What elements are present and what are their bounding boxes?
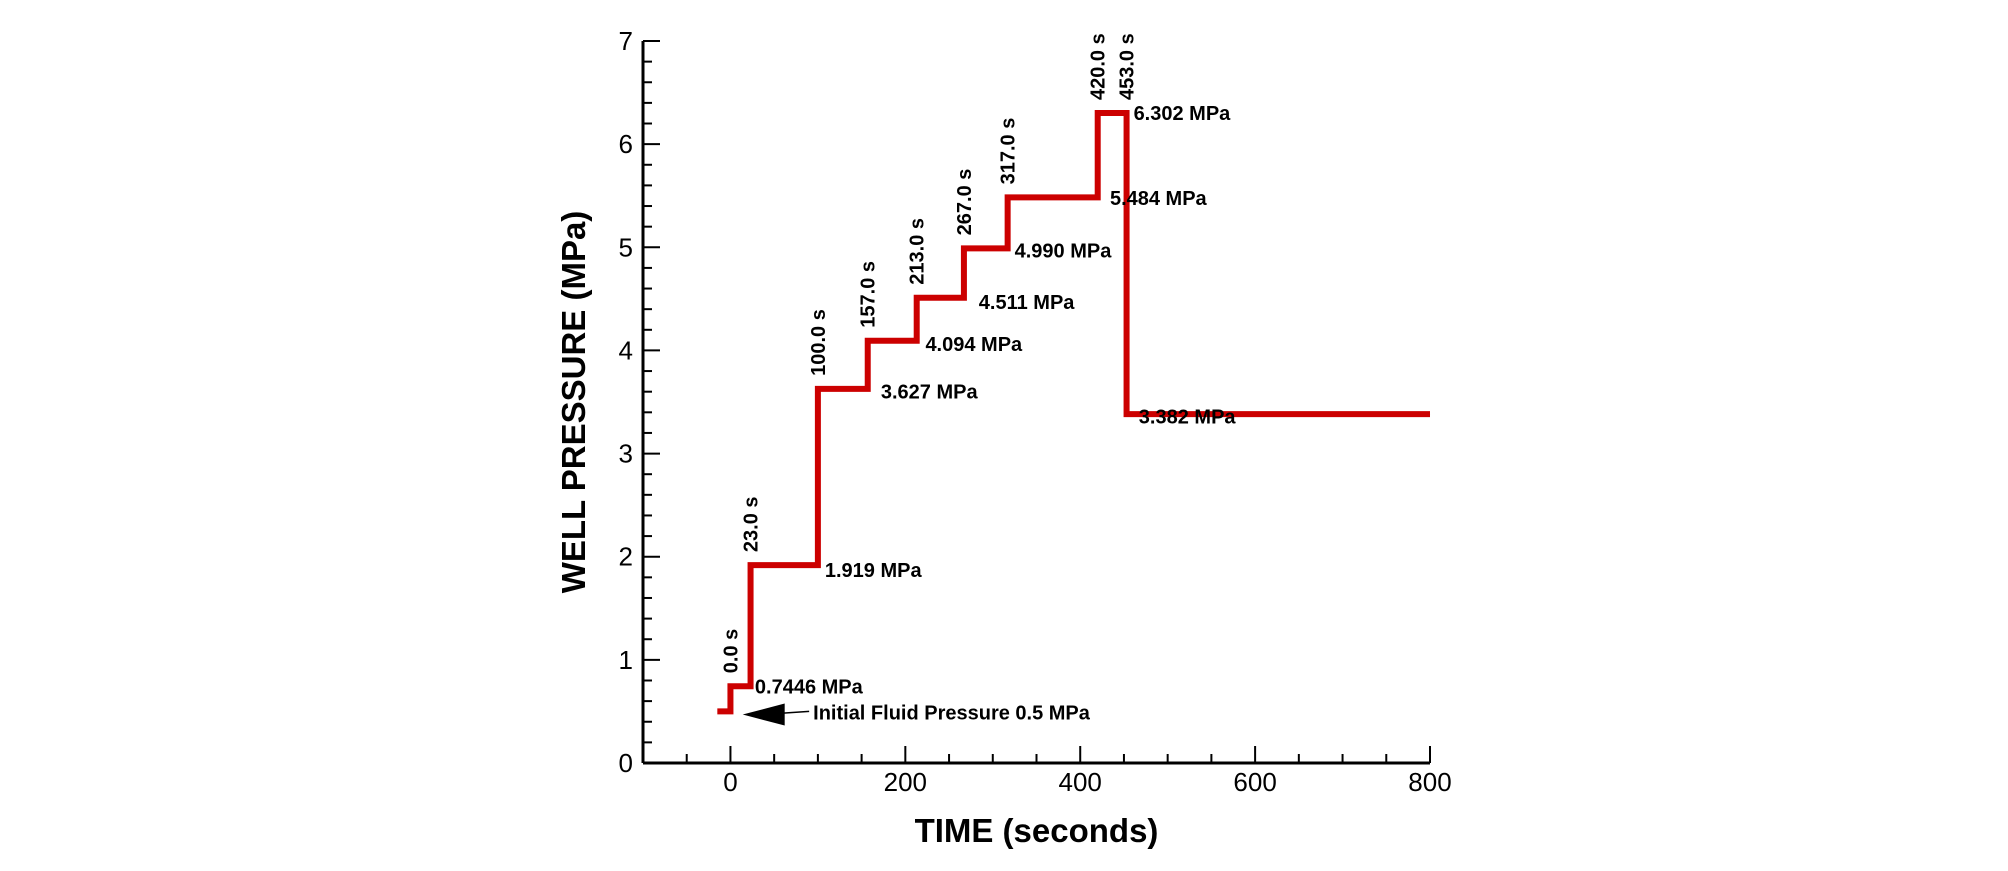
pressure-label: 1.919 MPa <box>825 560 923 582</box>
y-tick-label: 4 <box>619 335 633 365</box>
annotations: 0.0 s 23.0 s 100.0 s 157.0 s 213.0 s 267.0 s 3… <box>720 33 1237 726</box>
time-label: 213.0 s <box>907 218 929 285</box>
y-tick-label: 2 <box>619 542 633 572</box>
y-tick-label: 1 <box>619 645 633 675</box>
pressure-label: 3.382 MPa <box>1139 406 1237 428</box>
axes: 0 1 2 3 4 5 6 7 0 200 400 600 800 <box>619 26 1452 797</box>
y-axis-title: WELL PRESSURE (MPa) <box>555 211 592 594</box>
pressure-label: 4.511 MPa <box>979 292 1076 314</box>
x-tick-label: 0 <box>723 767 737 797</box>
pressure-label: 4.094 MPa <box>925 334 1023 356</box>
x-axis-title: TIME (seconds) <box>915 812 1159 849</box>
pressure-label: 5.484 MPa <box>1110 188 1208 210</box>
time-label: 100.0 s <box>808 309 830 376</box>
y-tick-label: 3 <box>619 439 633 469</box>
x-tick-label: 800 <box>1408 767 1451 797</box>
time-label: 0.0 s <box>720 629 742 673</box>
annotation-text: Initial Fluid Pressure 0.5 MPa <box>813 702 1091 724</box>
x-tick-label: 400 <box>1059 767 1102 797</box>
time-label: 453.0 s <box>1117 33 1139 100</box>
pressure-label: 3.627 MPa <box>881 382 979 404</box>
pressure-label: 4.990 MPa <box>1015 240 1113 262</box>
x-tick-label: 200 <box>884 767 927 797</box>
time-label: 420.0 s <box>1088 33 1110 100</box>
y-tick-label: 5 <box>619 232 633 262</box>
y-tick-label: 7 <box>619 26 633 56</box>
time-label: 317.0 s <box>998 118 1020 185</box>
annotation-arrowhead <box>742 703 785 726</box>
time-label: 157.0 s <box>858 261 880 328</box>
pressure-label: 0.7446 MPa <box>755 677 864 699</box>
time-label: 267.0 s <box>954 169 976 236</box>
x-tick-label: 600 <box>1233 767 1276 797</box>
y-tick-label: 0 <box>619 748 633 778</box>
series-layer <box>717 109 1431 715</box>
y-tick-label: 6 <box>619 129 633 159</box>
time-label: 23.0 s <box>741 496 763 552</box>
pressure-label: 6.302 MPa <box>1134 103 1232 125</box>
pressure-series-line <box>717 109 1430 715</box>
